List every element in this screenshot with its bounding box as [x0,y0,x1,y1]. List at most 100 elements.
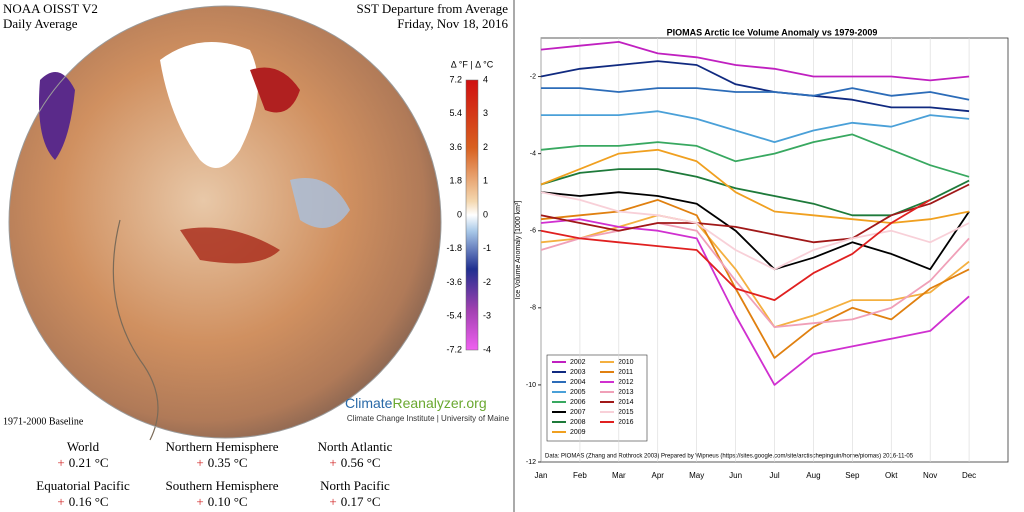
legend-label: 2016 [618,419,634,426]
map-title: NOAA OISST V2 [3,1,98,16]
brand-b: Reanalyzer.org [392,395,486,411]
legend-label: 2011 [618,369,633,376]
colorbar-f-tick: -5.4 [446,311,462,321]
x-tick-label: Mar [612,471,626,480]
stat-value: +0.21 °C [57,455,108,470]
series-line [540,148,970,224]
legend-label: 2003 [570,369,586,376]
colorbar-f-tick: 1.8 [449,176,462,186]
stat-name: Equatorial Pacific [36,478,130,493]
series-line [540,222,970,328]
stat-name: North Pacific [320,478,390,493]
stat-value: +0.10 °C [196,494,247,509]
legend-label: 2015 [618,409,634,416]
colorbar-c-tick: 3 [483,108,488,118]
stat-sign: + [57,455,64,470]
colorbar-f-tick: 7.2 [449,74,462,84]
stat-value: +0.16 °C [57,494,108,509]
y-tick-label: -4 [530,150,536,157]
x-tick-label: Sep [845,471,860,480]
colorbar-c-tick: 1 [483,176,488,186]
series-line [540,133,970,178]
stat-sign: + [329,494,336,509]
colorbar-f-tick: 0 [457,209,462,219]
colorbar-f-tick: -3.6 [446,277,462,287]
x-tick-label: Jul [769,471,779,480]
stat-sign: + [329,455,336,470]
x-tick-label: Feb [573,471,587,480]
series-line [540,41,970,82]
baseline: 1971-2000 Baseline [3,416,84,427]
y-tick-label: -2 [530,73,536,80]
colorbar-f-tick: -1.8 [446,243,462,253]
colorbar-c-tick: 2 [483,142,488,152]
colorbar-f-tick: 3.6 [449,142,462,152]
series-line [540,199,931,301]
series-line [540,183,970,244]
series-line [540,218,970,386]
map [8,5,479,441]
x-tick-label: Okt [885,471,898,480]
stat-name: North Atlantic [318,439,393,454]
series-line [540,199,970,359]
legend-label: 2009 [570,429,586,436]
colorbar-c-tick: 4 [483,74,488,84]
credit: Climate Change Institute | University of… [347,414,510,423]
brand-a: Climate [345,395,393,411]
legend-box [546,354,648,442]
stat-number: 0.35 °C [208,455,248,470]
legend-label: 2004 [570,379,586,386]
legend-label: 2005 [570,389,586,396]
stat-name: Southern Hemisphere [165,478,278,493]
stat-name: World [67,439,100,454]
stat-sign: + [196,455,203,470]
brand: ClimateReanalyzer.org [345,395,487,411]
map-subtitle: Daily Average [3,16,78,31]
y-tick-label: -12 [526,459,536,466]
stat-number: 0.10 °C [208,494,248,509]
y-tick-label: -6 [530,228,536,235]
stat-value: +0.56 °C [329,455,380,470]
stat-number: 0.56 °C [341,455,381,470]
colorbar-c-tick: -1 [483,243,491,253]
colorbar-c-tick: -3 [483,311,491,321]
colorbar-c-tick: -4 [483,344,491,354]
stat-number: 0.21 °C [69,455,109,470]
legend: 2002 2003 2004 2005 2006 2007 2008 2009 2010 2011… [546,354,648,442]
legend-label: 2006 [570,399,586,406]
colorbar-c-tick: 0 [483,209,488,219]
chart-title: PIOMAS Arctic Ice Volume Anomaly vs 1979… [667,27,878,37]
stat-sign: + [196,494,203,509]
stat-value: +0.35 °C [196,455,247,470]
stat-value: +0.17 °C [329,494,380,509]
colorbar-c-tick: -2 [483,277,491,287]
x-tick-label: Aug [806,471,820,480]
stat-number: 0.17 °C [341,494,381,509]
note: Data: PIOMAS (Zhang and Rothrock 2003) P… [545,454,914,460]
legend-label: 2010 [618,359,634,366]
series-line [541,110,970,143]
x-tick-label: Dec [962,471,976,480]
y-axis-label: Ice Volume Anomaly [1000 km³] [515,201,522,299]
colorbar-f-tick: -7.2 [446,344,462,354]
x-tick-label: Apr [652,471,665,480]
stat-sign: + [57,494,64,509]
series-line [541,87,970,101]
legend-label: 2013 [618,389,634,396]
map-date: Friday, Nov 18, 2016 [397,16,508,31]
series-line [540,191,970,271]
x-tick-label: May [689,471,704,480]
legend-label: 2008 [570,419,586,426]
legend-label: 2002 [570,359,586,366]
map-right-title: SST Departure from Average [357,1,509,16]
series-line [540,191,970,271]
stat-name: Northern Hemisphere [166,439,279,454]
x-tick-label: Jun [729,471,742,480]
stat-number: 0.16 °C [69,494,109,509]
x-tick-label: Jan [535,471,548,480]
x-tick-label: Nov [923,471,937,480]
y-tick-label: -10 [526,382,536,389]
series-line [540,60,970,113]
